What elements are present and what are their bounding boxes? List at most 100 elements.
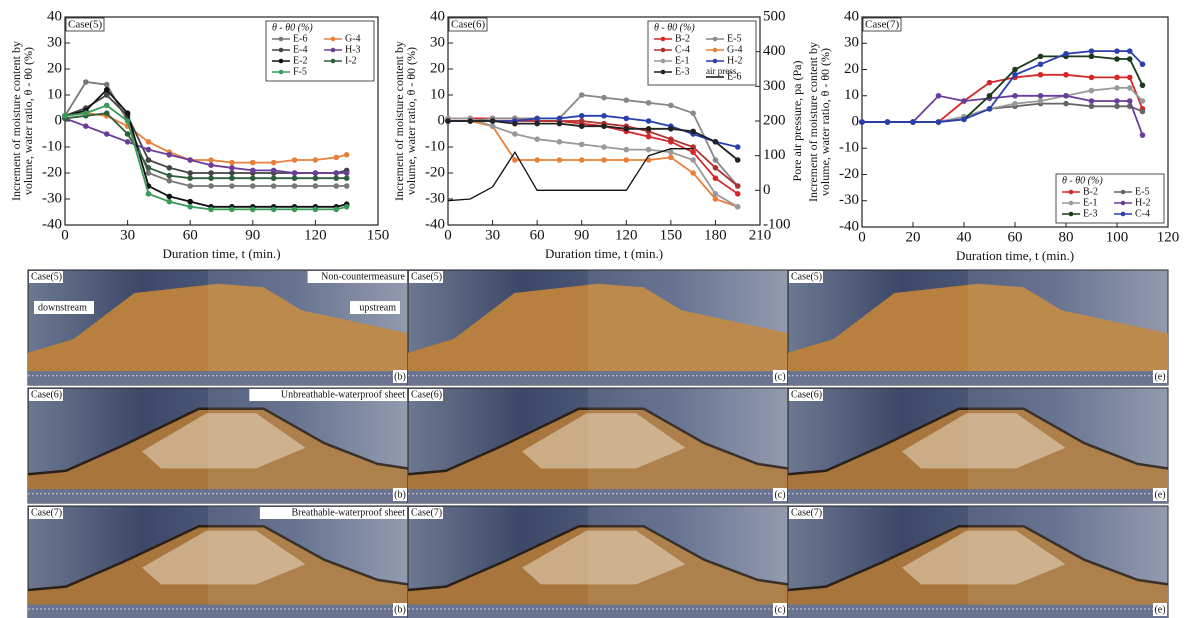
x-tick-label: 20 xyxy=(906,229,921,245)
series-marker xyxy=(146,192,151,197)
legend-marker xyxy=(661,59,666,64)
legend-marker xyxy=(279,70,284,75)
legend-label: E-6 xyxy=(727,71,741,82)
series-marker xyxy=(63,114,68,119)
page: -40-30-20-100102030400306090120150Durati… xyxy=(0,0,1193,618)
series-marker xyxy=(1038,54,1043,59)
legend-label: B-2 xyxy=(675,33,690,44)
series-marker xyxy=(936,93,941,98)
series-marker xyxy=(1038,93,1043,98)
series-marker xyxy=(146,158,151,163)
series-marker xyxy=(735,145,740,150)
series-marker xyxy=(313,176,318,181)
photo-caption: Unbreathable-waterproof sheet xyxy=(281,389,405,400)
series-marker xyxy=(1038,62,1043,67)
series-marker xyxy=(209,176,214,181)
y-tick-label: 20 xyxy=(430,60,445,76)
panel-tag: (e) xyxy=(1154,604,1165,615)
channel-base xyxy=(788,605,1168,618)
y-tick-label: -40 xyxy=(42,216,62,232)
case-label: Case(5) xyxy=(411,271,442,282)
series-marker xyxy=(669,155,674,160)
x-tick-label: 150 xyxy=(660,227,683,243)
series-marker xyxy=(624,147,629,152)
x-tick-label: 30 xyxy=(120,227,135,243)
series-marker xyxy=(230,207,235,212)
series-marker xyxy=(987,80,992,85)
series-marker xyxy=(271,168,276,173)
series-marker xyxy=(344,176,349,181)
photo-half-shade xyxy=(208,270,408,385)
y-tick-label: 40 xyxy=(844,8,859,24)
photo-half-shade xyxy=(588,506,788,618)
legend-marker xyxy=(279,59,284,64)
series-marker xyxy=(1064,101,1069,106)
series-marker xyxy=(146,140,151,145)
series-marker xyxy=(602,158,607,163)
series-marker xyxy=(167,173,172,178)
panel-tag: (b) xyxy=(394,371,406,382)
series-marker xyxy=(713,166,718,171)
series-marker xyxy=(188,184,193,189)
series-marker xyxy=(125,140,130,145)
series-marker xyxy=(1064,51,1069,56)
legend-marker xyxy=(331,59,336,64)
legend-label: H-2 xyxy=(727,55,743,66)
x-tick-label: 80 xyxy=(1059,229,1074,245)
legend-marker xyxy=(1121,190,1126,195)
series-marker xyxy=(557,116,562,121)
legend-label: E-1 xyxy=(675,55,689,66)
series-marker xyxy=(344,171,349,176)
series-marker xyxy=(271,184,276,189)
series-marker xyxy=(251,160,256,165)
x-tick-label: 120 xyxy=(615,227,638,243)
y-tick-label: -20 xyxy=(425,164,445,180)
y-tick-label: -20 xyxy=(42,164,62,180)
case-label: Case(6) xyxy=(411,389,442,400)
photo-caption: Breathable-waterproof sheet xyxy=(291,507,405,518)
series-marker xyxy=(579,93,584,98)
series-marker xyxy=(1089,54,1094,59)
series-marker xyxy=(962,99,967,104)
series-marker xyxy=(691,129,696,134)
x-axis-label: Duration time, t (min.) xyxy=(162,246,280,261)
series-marker xyxy=(557,158,562,163)
legend-marker xyxy=(661,37,666,42)
channel-base xyxy=(28,371,408,385)
series-marker xyxy=(579,114,584,119)
series-marker xyxy=(146,166,151,171)
series-marker xyxy=(251,176,256,181)
series-marker xyxy=(1013,93,1018,98)
x-axis-label: Duration time, t (min.) xyxy=(545,246,663,261)
panel-tag: (c) xyxy=(774,489,785,500)
series-marker xyxy=(334,176,339,181)
case-label: Case(5) xyxy=(31,271,62,282)
y2-tick-label: 0 xyxy=(763,182,771,198)
series-marker xyxy=(691,111,696,116)
y-axis-label: volume, water ratio, θ - θ0 (%) xyxy=(21,47,35,195)
series-marker xyxy=(490,124,495,129)
series-marker xyxy=(669,137,674,142)
case-label: Case(5) xyxy=(791,271,822,282)
legend-label: E-2 xyxy=(293,55,307,66)
series-marker xyxy=(167,166,172,171)
x-tick-label: 30 xyxy=(485,227,500,243)
y-tick-label: 30 xyxy=(47,34,62,50)
legend-marker xyxy=(713,37,718,42)
series-marker xyxy=(713,176,718,181)
y-tick-label: -10 xyxy=(425,138,445,154)
legend-label: E-5 xyxy=(727,33,741,44)
series-marker xyxy=(230,160,235,165)
legend-label: E-6 xyxy=(293,33,307,44)
series-marker xyxy=(230,166,235,171)
photo-half-shade xyxy=(968,388,1168,503)
photo-half-shade xyxy=(588,270,788,385)
legend-label: E-3 xyxy=(675,66,689,77)
series-marker xyxy=(125,119,130,124)
series-marker xyxy=(104,103,109,108)
y-tick-label: 10 xyxy=(430,86,445,102)
panel-tag: (e) xyxy=(1154,489,1165,500)
series-marker xyxy=(646,147,651,152)
series-marker xyxy=(292,176,297,181)
series-marker xyxy=(167,179,172,184)
